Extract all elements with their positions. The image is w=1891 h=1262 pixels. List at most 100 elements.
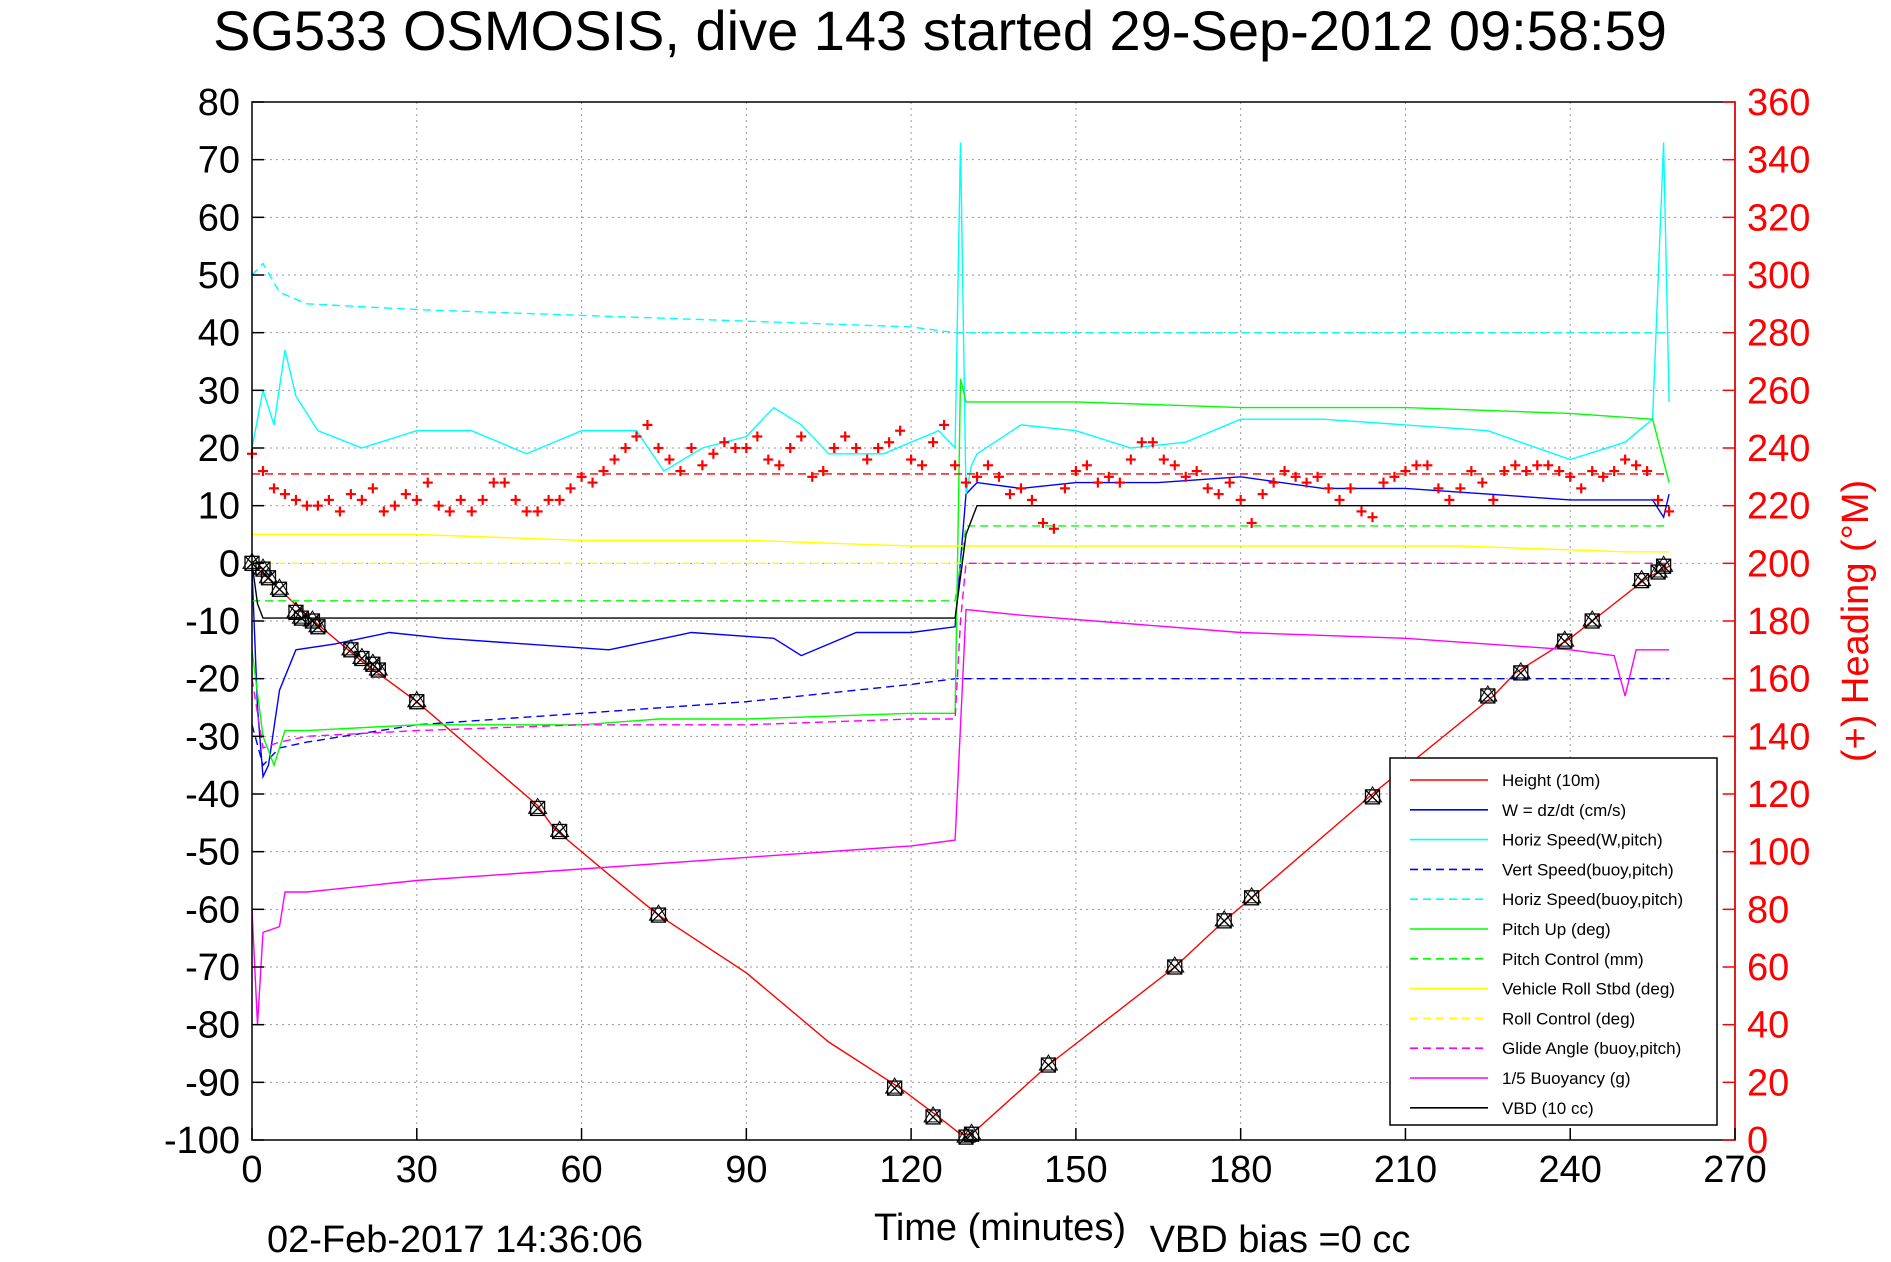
depth-marker-square — [1244, 890, 1260, 906]
heading-point — [1235, 494, 1246, 505]
heading-point — [840, 431, 851, 442]
heading-point — [993, 471, 1004, 482]
depth-marker-triangle — [1510, 661, 1531, 679]
legend-label: Horiz Speed(W,pitch) — [1502, 831, 1663, 850]
depth-marker — [1214, 909, 1235, 929]
right-tick-label: 20 — [1747, 1062, 1789, 1104]
right-tick-label: 80 — [1747, 889, 1789, 931]
bottom-tick-label: 120 — [879, 1149, 942, 1191]
depth-marker — [406, 690, 427, 710]
left-tick-label: 0 — [219, 543, 240, 585]
right-tick-label: 200 — [1747, 543, 1810, 585]
heading-point — [334, 506, 345, 517]
heading-point — [1004, 489, 1015, 500]
right-tick-label: 120 — [1747, 774, 1810, 816]
heading-point — [1565, 471, 1576, 482]
heading-point — [312, 500, 323, 511]
series-line — [251, 505, 1670, 619]
heading-point — [1400, 466, 1411, 477]
depth-markers — [242, 552, 1674, 1145]
depth-marker-triangle — [368, 659, 389, 676]
heading-point — [1334, 494, 1345, 505]
heading-point — [884, 437, 895, 448]
heading-point — [653, 443, 664, 453]
bottom-tick-label: 150 — [1044, 1149, 1107, 1191]
heading-point — [1070, 466, 1081, 477]
left-tick-label: -90 — [185, 1062, 240, 1104]
heading-point — [1466, 466, 1477, 477]
heading-point — [1015, 483, 1026, 494]
depth-marker — [884, 1077, 905, 1096]
heading-point — [1158, 454, 1169, 465]
heading-point — [532, 506, 543, 517]
heading-point — [1367, 512, 1378, 523]
legend: Height (10m) W = dz/dt (cm/s) Horiz Speed(… — [1389, 757, 1718, 1126]
depth-marker — [1582, 610, 1603, 629]
left-tick-label: -70 — [185, 947, 240, 989]
right-axis-label: (+) Heading (°M) — [1835, 480, 1877, 762]
heading-point — [708, 448, 719, 459]
heading-point — [400, 489, 411, 500]
heading-point — [1488, 494, 1499, 505]
right-tick-label: 100 — [1747, 832, 1810, 874]
depth-marker-triangle — [961, 1123, 982, 1140]
heading-point — [1653, 494, 1664, 505]
heading-point — [587, 477, 598, 488]
right-tick-label: 280 — [1747, 313, 1810, 355]
heading-point — [1312, 471, 1323, 482]
depth-marker-triangle — [269, 578, 290, 595]
heading-point — [1125, 454, 1136, 465]
heading-point — [455, 494, 466, 505]
heading-point — [1389, 471, 1400, 482]
bottom-tick-label: 240 — [1539, 1149, 1602, 1191]
heading-point — [972, 471, 983, 482]
heading-point — [1037, 517, 1048, 528]
legend-label: Vert Speed(buoy,pitch) — [1502, 860, 1674, 879]
heading-point — [1642, 466, 1653, 477]
depth-marker — [549, 820, 570, 840]
depth-marker — [1631, 569, 1652, 589]
heading-point — [1191, 466, 1202, 477]
heading-point — [851, 443, 862, 453]
series-line — [251, 262, 1670, 334]
heading-point — [1224, 477, 1235, 488]
depth-marker-square — [409, 694, 425, 710]
heading-point — [818, 466, 829, 477]
heading-point — [862, 454, 873, 465]
bottom-tick-label: 60 — [560, 1149, 602, 1191]
data-series — [247, 142, 1675, 1135]
depth-marker-square — [963, 1126, 980, 1142]
depth-marker — [1477, 684, 1498, 704]
depth-marker-triangle — [1582, 610, 1603, 627]
bottom-tick-label: 90 — [725, 1149, 767, 1191]
bottom-tick-label: 270 — [1703, 1149, 1766, 1191]
legend-label: Pitch Up (deg) — [1502, 920, 1611, 939]
heading-point — [939, 419, 950, 430]
depth-marker-square — [288, 604, 304, 620]
heading-point — [807, 471, 818, 482]
right-tick-label: 260 — [1747, 370, 1810, 412]
bottom-tick-label: 0 — [241, 1149, 262, 1191]
heading-point — [1609, 466, 1620, 477]
depth-marker-triangle — [1164, 956, 1185, 973]
series-line — [251, 476, 1670, 780]
heading-point — [664, 454, 675, 465]
heading-point — [1345, 483, 1356, 494]
depth-marker-triangle — [351, 647, 372, 664]
heading-point — [1092, 477, 1103, 488]
heading-point — [1378, 477, 1389, 488]
heading-point — [917, 460, 928, 471]
depth-marker-square — [365, 656, 381, 672]
left-tick-label: 50 — [198, 255, 240, 297]
right-tick-label: 160 — [1747, 659, 1810, 701]
heading-point — [719, 437, 730, 448]
depth-marker — [1038, 1054, 1059, 1073]
depth-marker — [1653, 555, 1674, 574]
depth-marker — [1510, 661, 1531, 681]
depth-marker-triangle — [1631, 569, 1652, 587]
heading-point — [279, 489, 290, 500]
depth-marker — [1554, 630, 1575, 649]
heading-point — [1521, 466, 1532, 477]
depth-marker-square — [1633, 572, 1650, 589]
heading-point — [1411, 460, 1422, 471]
